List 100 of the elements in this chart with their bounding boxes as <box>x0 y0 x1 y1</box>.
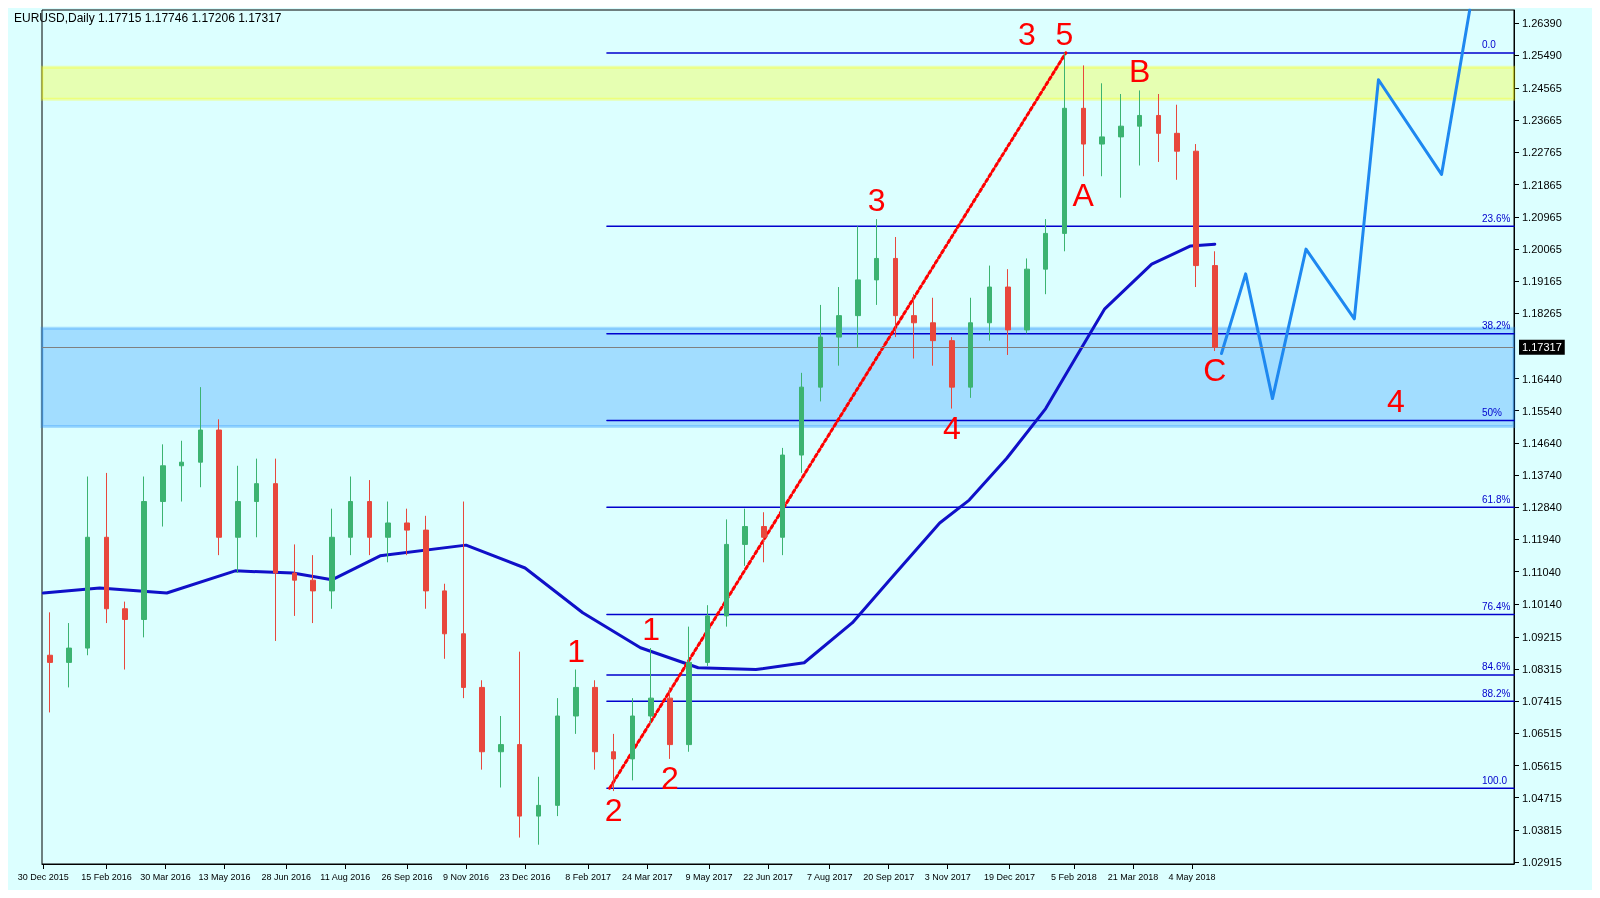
candlestick <box>648 647 654 724</box>
x-tick-label: 30 Dec 2015 <box>17 871 69 882</box>
y-tick-label: 1.05615 <box>1522 759 1562 772</box>
series-label: 38.2% <box>1482 320 1511 332</box>
candlestick <box>874 218 879 306</box>
y-tick-label: 1.08315 <box>1522 663 1562 675</box>
candlestick <box>66 622 72 688</box>
candlestick <box>930 297 936 367</box>
candlestick <box>141 476 147 638</box>
annotation: 1 <box>642 611 661 648</box>
candlestick <box>179 440 184 503</box>
annotation: 4 <box>942 409 961 446</box>
candlestick <box>1043 218 1048 295</box>
y-tick-label: 1.20065 <box>1522 242 1562 255</box>
y-tick-label: 1.19165 <box>1522 275 1562 288</box>
y-tick-label: 1.21865 <box>1522 178 1562 191</box>
candlestick <box>1062 52 1067 252</box>
x-tick-label: 9 Nov 2016 <box>443 871 490 882</box>
annotation: 5 <box>1055 15 1074 52</box>
candlestick <box>724 518 729 628</box>
series-label: 100.0 <box>1482 774 1508 786</box>
annotation: C <box>1203 352 1227 389</box>
annotation: A <box>1072 177 1095 214</box>
candlestick <box>949 336 955 410</box>
x-tick-label: 13 May 2016 <box>198 871 251 882</box>
candlestick <box>216 418 222 556</box>
y-tick-label: 1.11040 <box>1522 565 1561 578</box>
candlestick <box>47 611 53 713</box>
y-tick-label: 1.13740 <box>1522 469 1562 482</box>
candlestick <box>686 626 692 753</box>
candlestick <box>818 304 823 402</box>
x-tick-label: 23 Dec 2016 <box>499 871 551 882</box>
x-tick-label: 28 Jun 2016 <box>261 871 311 882</box>
annotation: 3 <box>1018 15 1036 52</box>
candlestick <box>893 236 898 338</box>
y-tick-label: 1.07415 <box>1522 695 1562 708</box>
candlestick <box>498 715 504 788</box>
candlestick <box>461 501 466 699</box>
candlestick <box>536 776 541 846</box>
candlestick <box>104 472 109 624</box>
y-tick-label: 1.14640 <box>1522 436 1562 449</box>
candlestick <box>442 583 447 660</box>
candlestick <box>1212 250 1218 352</box>
y-tick-label: 1.25490 <box>1522 49 1562 62</box>
candlestick <box>423 515 429 610</box>
candlestick <box>160 443 166 528</box>
candlestick <box>1099 82 1105 177</box>
candlestick <box>911 293 917 360</box>
candlestick <box>855 225 861 349</box>
annotation: 3 <box>867 182 886 219</box>
candlestick <box>761 511 767 563</box>
y-tick-label: 1.04715 <box>1522 791 1562 804</box>
y-tick-label: 1.16440 <box>1522 372 1562 385</box>
candlestick <box>85 476 90 656</box>
candlestick <box>555 697 560 817</box>
y-tick-label: 1.10140 <box>1522 597 1562 610</box>
candlestick <box>367 479 372 556</box>
series-label: 50% <box>1482 406 1503 418</box>
candlestick <box>517 651 522 839</box>
y-tick-label: 1.26390 <box>1522 16 1562 29</box>
candlestick <box>348 476 353 556</box>
candlestick <box>310 554 316 624</box>
ref-line-label: 1.17317 <box>1522 341 1562 354</box>
x-tick-label: 8 Feb 2017 <box>565 871 611 882</box>
y-tick-label: 1.12840 <box>1522 501 1562 514</box>
candlestick <box>611 733 616 792</box>
y-tick-label: 1.06515 <box>1522 727 1562 740</box>
candlestick <box>385 501 391 563</box>
x-tick-label: 26 Sep 2016 <box>381 871 433 882</box>
series-label: 84.6% <box>1482 661 1511 673</box>
candlestick <box>404 508 410 556</box>
y-tick-label: 1.22765 <box>1522 146 1562 159</box>
series-label: 23.6% <box>1482 212 1511 224</box>
annotation: 2 <box>604 792 623 829</box>
candlestick <box>1081 64 1086 177</box>
x-tick-label: 7 Aug 2017 <box>806 871 853 882</box>
candlestick <box>573 669 579 735</box>
candlestick <box>273 458 278 642</box>
y-tick-label: 1.23665 <box>1522 114 1562 127</box>
candlestick <box>987 265 992 342</box>
x-tick-label: 3 Nov 2017 <box>924 871 971 882</box>
candlestick <box>1024 257 1030 335</box>
candlestick <box>630 697 635 781</box>
candlestick <box>799 372 804 474</box>
y-tick-label: 1.20965 <box>1522 210 1562 223</box>
x-tick-label: 19 Dec 2017 <box>983 871 1035 882</box>
y-tick-label: 1.18265 <box>1522 307 1562 320</box>
series-label: 0.0 <box>1482 39 1497 51</box>
y-tick-label: 1.15540 <box>1522 404 1562 417</box>
x-tick-label: 21 Mar 2018 <box>1107 871 1159 882</box>
candlestick <box>1156 93 1161 163</box>
x-tick-label: 15 Feb 2016 <box>81 871 132 882</box>
candlestick <box>968 297 973 399</box>
candlestick <box>1005 268 1011 356</box>
candlestick <box>292 543 297 617</box>
chart-title: EURUSD,Daily 1.17715 1.17746 1.17206 1.17317 <box>14 11 282 25</box>
series-label: 61.8% <box>1482 493 1511 505</box>
candlestick <box>592 679 598 771</box>
candlestick <box>742 508 748 567</box>
candlestick <box>329 508 335 610</box>
